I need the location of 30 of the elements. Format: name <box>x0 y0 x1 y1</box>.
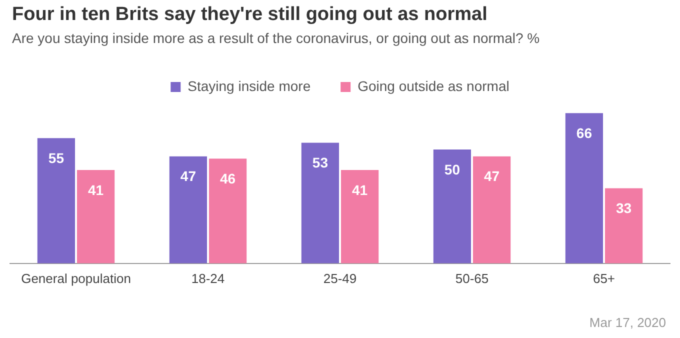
bar <box>37 138 76 264</box>
data-label: 47 <box>180 168 196 184</box>
bar <box>565 113 604 264</box>
chart-title: Four in ten Brits say they're still going out as normal <box>12 4 488 26</box>
x-tick-label: 50-65 <box>455 270 489 286</box>
data-label: 47 <box>484 168 500 184</box>
data-label: 46 <box>220 170 236 187</box>
bar <box>169 156 208 264</box>
x-tick-label: 25-49 <box>323 270 357 286</box>
bar <box>76 170 115 264</box>
data-label: 53 <box>312 154 328 171</box>
legend-label: Going outside as normal <box>358 78 510 94</box>
data-label: 33 <box>616 200 632 216</box>
bar <box>301 142 340 264</box>
data-label: 41 <box>352 182 368 198</box>
x-tick-label: General population <box>21 270 131 286</box>
x-tick-label: 18-24 <box>191 270 225 286</box>
data-label: 50 <box>444 161 460 178</box>
legend-label: Staying inside more <box>188 78 311 94</box>
data-label: 41 <box>88 182 104 198</box>
bar <box>208 158 247 264</box>
bar <box>340 170 379 264</box>
text: Mar 17, 2020 <box>589 315 666 330</box>
x-tick-label: 65+ <box>592 270 616 286</box>
bar <box>604 188 643 264</box>
data-label: 55 <box>48 150 64 166</box>
bar <box>472 156 511 264</box>
data-label: 66 <box>576 124 592 141</box>
bar <box>433 150 472 264</box>
chart-subtitle: Are you staying inside more as a result of the coronavirus, or going out as normal? % <box>12 30 540 46</box>
